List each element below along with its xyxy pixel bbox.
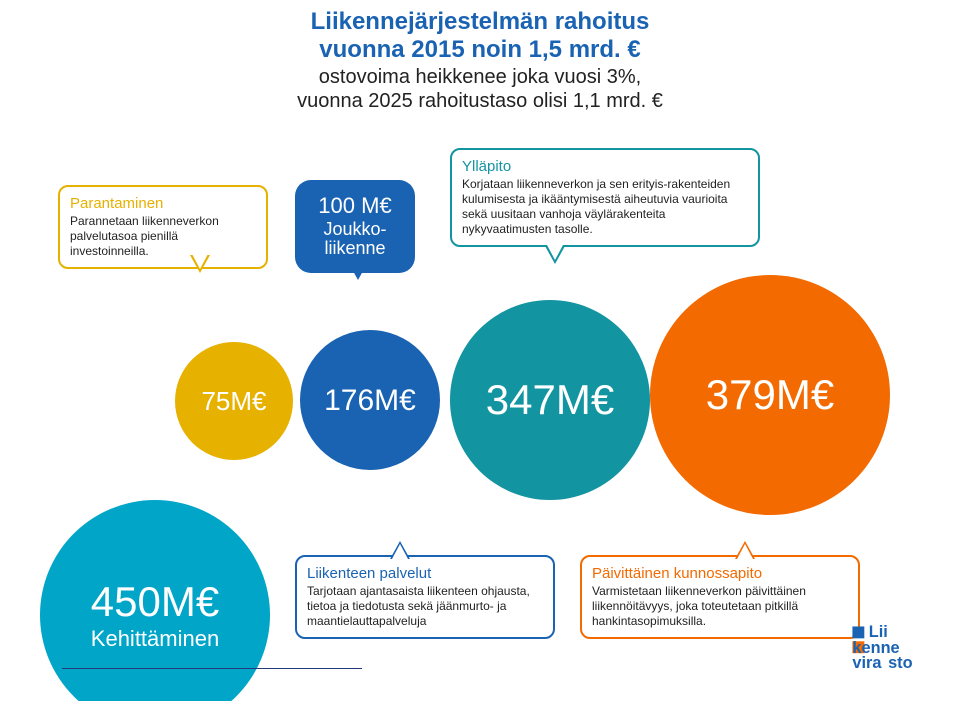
callout-kp-tail-inner	[737, 544, 753, 559]
svg-text:sto: sto	[888, 654, 913, 672]
bubble-yllapito: 347M€	[450, 300, 650, 500]
callout-joukkoliikenne: 100 M€ Joukko- liikenne	[295, 180, 415, 273]
callout-parantaminen: Parantaminen Parannetaan liikenneverkon …	[58, 185, 268, 269]
svg-text:Lii: Lii	[869, 623, 888, 641]
subtitle-line2: vuonna 2025 rahoitustaso olisi 1,1 mrd. …	[0, 90, 960, 113]
bubble-kunnossapito-value: 379M€	[706, 372, 834, 418]
callout-joukkoliikenne-value: 100 M€	[305, 192, 405, 220]
callout-lp-tail-inner	[392, 544, 408, 559]
bubble-kehittaminen-value: 450M€	[91, 578, 219, 626]
callout-yllapito-title: Ylläpito	[462, 158, 748, 177]
bubble-joukkoliikenne-value: 176M€	[324, 384, 416, 417]
callout-liikenteen-palvelut-body: Tarjotaan ajantasaista liikenteen ohjaus…	[307, 584, 543, 629]
footer-rule	[62, 668, 362, 669]
callout-kunnossapito: Päivittäinen kunnossapito Varmistetaan l…	[580, 555, 860, 639]
liikennevirasto-logo: Lii kenne vira sto	[852, 622, 942, 679]
callout-parantaminen-body: Parannetaan liikenneverkon palvelutasoa …	[70, 214, 256, 259]
callout-yllapito-body: Korjataan liikenneverkon ja sen erityis-…	[462, 177, 748, 237]
callout-liikenteen-palvelut-title: Liikenteen palvelut	[307, 565, 543, 584]
callout-parantaminen-tail-inner	[192, 254, 208, 269]
bubble-parantaminen-value: 75M€	[201, 387, 266, 416]
callout-joukkoliikenne-body: Joukko- liikenne	[305, 220, 405, 260]
bubble-kehittaminen-label: Kehittäminen	[91, 626, 219, 652]
svg-text:vira: vira	[852, 654, 882, 672]
callout-kunnossapito-body: Varmistetaan liikenneverkon päivittäinen…	[592, 584, 848, 629]
bubble-kehittaminen: 450M€ Kehittäminen	[40, 500, 270, 701]
callout-kunnossapito-title: Päivittäinen kunnossapito	[592, 565, 848, 584]
callout-parantaminen-title: Parantaminen	[70, 195, 256, 214]
callout-yllapito: Ylläpito Korjataan liikenneverkon ja sen…	[450, 148, 760, 247]
bubble-parantaminen: 75M€	[175, 342, 293, 460]
bubble-joukkoliikenne: 176M€	[300, 330, 440, 470]
title-line2: vuonna 2015 noin 1,5 mrd. €	[0, 36, 960, 64]
title-line1: Liikennejärjestelmän rahoitus	[0, 8, 960, 36]
callout-joukkoliikenne-tail	[348, 262, 368, 280]
callout-liikenteen-palvelut: Liikenteen palvelut Tarjotaan ajantasais…	[295, 555, 555, 639]
bubble-yllapito-value: 347M€	[486, 377, 614, 423]
callout-yllapito-tail-inner	[547, 245, 563, 260]
subtitle-line1: ostovoima heikkenee joka vuosi 3%,	[0, 66, 960, 89]
joukkoliikenne-value-text: 100 M€	[318, 193, 391, 218]
bubble-kunnossapito: 379M€	[650, 275, 890, 515]
diagram-stage: Liikennejärjestelmän rahoitus vuonna 201…	[0, 0, 960, 701]
